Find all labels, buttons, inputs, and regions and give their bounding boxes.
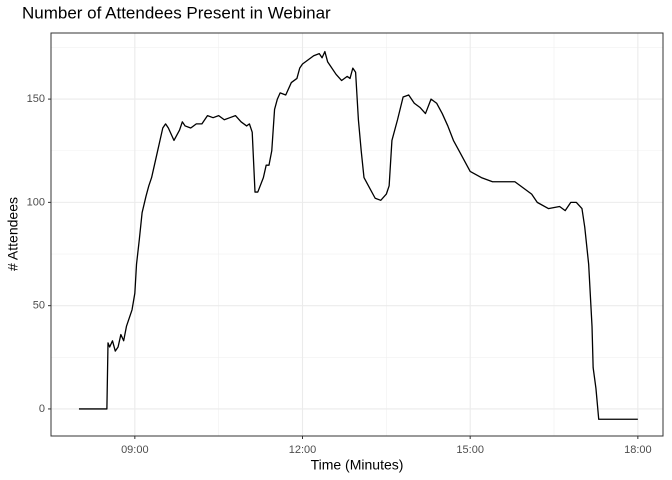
y-axis-title: # Attendees: [5, 197, 21, 271]
x-tick-label: 09:00: [121, 444, 149, 456]
chart-title: Number of Attendees Present in Webinar: [22, 3, 331, 22]
x-tick-label: 15:00: [456, 444, 484, 456]
y-tick-label: 0: [39, 403, 45, 415]
x-tick-label: 12:00: [289, 444, 317, 456]
x-tick-label: 18:00: [624, 444, 652, 456]
panel-border: [50, 32, 664, 437]
y-tick-label: 150: [27, 93, 45, 105]
x-axis-title: Time (Minutes): [311, 457, 404, 473]
data-line: [78, 50, 638, 420]
y-tick-label: 50: [33, 300, 45, 312]
y-tick-label: 100: [27, 196, 45, 208]
